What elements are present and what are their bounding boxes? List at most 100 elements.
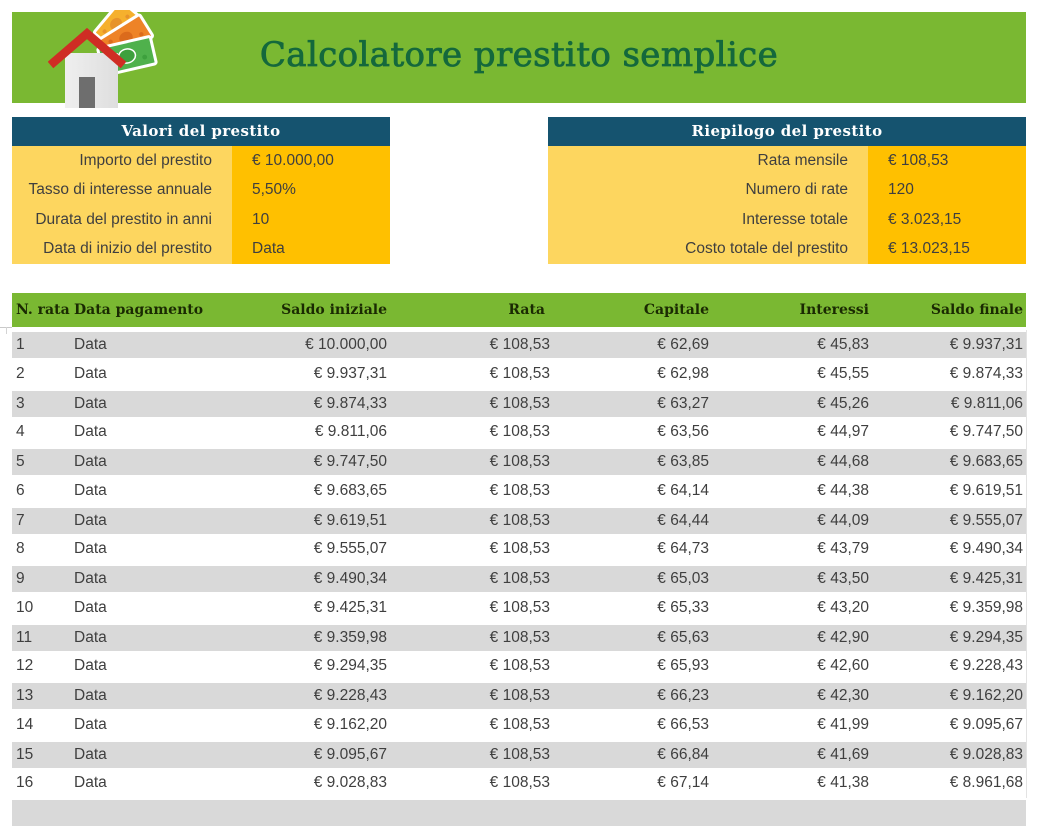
table-cell: € 108,53 <box>489 423 550 441</box>
table-cell: € 8.961,68 <box>949 774 1023 792</box>
table-row: 16 Data € 9.028,83 € 108,53 € 67,14 € 41,38 € … <box>12 768 1026 798</box>
table-cell: 16 <box>16 774 34 792</box>
table-cell: € 9.028,83 <box>313 774 387 792</box>
col-header-n-rata: N. rata <box>16 302 70 318</box>
table-cell: € 108,53 <box>489 745 550 763</box>
table-cell: € 9.811,06 <box>950 394 1023 412</box>
table-cell: € 108,53 <box>489 598 550 616</box>
table-row-partial <box>12 798 1026 827</box>
interest-rate-label: Tasso di interesse annuale <box>12 175 232 205</box>
total-cost-value: € 13.023,15 <box>868 234 1026 264</box>
table-cell: € 9.294,35 <box>949 628 1023 646</box>
table-cell: € 41,38 <box>817 774 869 792</box>
table-cell: € 9.619,51 <box>313 511 387 529</box>
gridline-tick-vertical <box>6 327 7 334</box>
table-cell: € 9.490,34 <box>949 540 1023 558</box>
table-cell: € 62,69 <box>657 336 709 354</box>
num-payments-label: Numero di rate <box>548 175 868 205</box>
table-cell: € 9.747,50 <box>313 453 387 471</box>
table-cell: Data <box>74 453 107 471</box>
table-cell: € 63,85 <box>657 453 709 471</box>
table-cell: € 41,99 <box>817 715 869 733</box>
table-cell: € 66,84 <box>657 745 709 763</box>
table-cell: 9 <box>16 570 25 588</box>
table-cell: Data <box>74 481 107 499</box>
table-cell: 11 <box>16 628 33 646</box>
table-cell: € 9.747,50 <box>949 423 1023 441</box>
table-cell: € 65,93 <box>657 657 709 675</box>
total-interest-value: € 3.023,15 <box>868 205 1026 235</box>
table-cell: 8 <box>16 540 25 558</box>
table-row: 9 Data € 9.490,34 € 108,53 € 65,03 € 43,50 € 9… <box>12 564 1026 594</box>
table-cell: Data <box>74 540 107 558</box>
monthly-payment-label: Rata mensile <box>548 146 868 176</box>
table-row: 14 Data € 9.162,20 € 108,53 € 66,53 € 41,99 € … <box>12 710 1026 740</box>
table-cell: € 108,53 <box>489 511 550 529</box>
table-cell: € 9.359,98 <box>949 598 1023 616</box>
table-cell: 2 <box>16 364 25 382</box>
table-row: 10 Data € 9.425,31 € 108,53 € 65,33 € 43,20 € … <box>12 593 1026 623</box>
table-cell: € 66,23 <box>657 687 709 705</box>
loan-amount-value[interactable]: € 10.000,00 <box>232 146 390 176</box>
table-cell: € 9.811,06 <box>314 423 387 441</box>
table-cell: Data <box>74 715 107 733</box>
interest-rate-value[interactable]: 5,50% <box>232 175 390 205</box>
table-cell: Data <box>74 511 107 529</box>
table-cell: € 64,14 <box>657 481 709 499</box>
table-cell: € 44,09 <box>817 511 869 529</box>
table-cell: € 64,73 <box>657 540 709 558</box>
table-cell: € 9.874,33 <box>949 364 1023 382</box>
table-cell: € 9.937,31 <box>949 336 1023 354</box>
col-header-rata: Rata <box>508 302 545 318</box>
total-interest-label: Interesse totale <box>548 205 868 235</box>
table-cell: € 65,33 <box>657 598 709 616</box>
loan-summary-row: Rata mensile € 108,53 <box>548 146 1026 176</box>
table-cell: € 63,27 <box>657 394 709 412</box>
table-cell: € 42,90 <box>817 628 869 646</box>
table-cell: € 108,53 <box>489 336 550 354</box>
table-cell: € 9.425,31 <box>313 598 387 616</box>
table-cell: € 9.162,20 <box>313 715 387 733</box>
table-row: 1 Data € 10.000,00 € 108,53 € 62,69 € 45,83 € … <box>12 330 1026 360</box>
table-cell: € 43,20 <box>817 598 869 616</box>
start-date-value[interactable]: Data <box>232 234 390 264</box>
table-cell: € 42,30 <box>817 687 869 705</box>
total-cost-label: Costo totale del prestito <box>548 234 868 264</box>
table-cell: € 42,60 <box>817 657 869 675</box>
table-row: 5 Data € 9.747,50 € 108,53 € 63,85 € 44,68 € 9… <box>12 447 1026 477</box>
table-cell: Data <box>74 570 107 588</box>
loan-duration-label: Durata del prestito in anni <box>12 205 232 235</box>
table-cell: € 9.555,07 <box>949 511 1023 529</box>
house-with-money-icon <box>48 10 158 108</box>
loan-amount-label: Importo del prestito <box>12 146 232 176</box>
table-row: 12 Data € 9.294,35 € 108,53 € 65,93 € 42,60 € … <box>12 651 1026 681</box>
table-row: 15 Data € 9.095,67 € 108,53 € 66,84 € 41,69 € … <box>12 739 1026 769</box>
table-cell: € 108,53 <box>489 687 550 705</box>
table-cell: Data <box>74 336 107 354</box>
loan-values-row: Data di inizio del prestito Data <box>12 234 390 264</box>
table-cell: € 9.294,35 <box>313 657 387 675</box>
loan-summary-row: Numero di rate 120 <box>548 175 1026 205</box>
table-cell: € 9.425,31 <box>949 570 1023 588</box>
title-banner: Calcolatore prestito semplice <box>12 12 1026 103</box>
table-cell: Data <box>74 598 107 616</box>
table-cell: € 108,53 <box>489 453 550 471</box>
table-cell: € 9.359,98 <box>313 628 387 646</box>
table-cell: Data <box>74 628 107 646</box>
page-title: Calcolatore prestito semplice <box>259 34 779 75</box>
table-cell: 13 <box>16 687 34 705</box>
loan-values-header: Valori del prestito <box>12 117 390 146</box>
monthly-payment-value: € 108,53 <box>868 146 1026 176</box>
table-cell: 6 <box>16 481 25 499</box>
table-cell: 15 <box>16 745 34 763</box>
table-cell: € 45,55 <box>817 364 869 382</box>
table-cell: € 63,56 <box>657 423 709 441</box>
table-cell: € 108,53 <box>489 540 550 558</box>
table-cell: Data <box>74 687 107 705</box>
table-cell: € 9.095,67 <box>313 745 387 763</box>
loan-summary-row: Interesse totale € 3.023,15 <box>548 205 1026 235</box>
loan-duration-value[interactable]: 10 <box>232 205 390 235</box>
table-cell: € 9.490,34 <box>313 570 387 588</box>
house <box>48 27 127 108</box>
loan-values-row: Tasso di interesse annuale 5,50% <box>12 175 390 205</box>
